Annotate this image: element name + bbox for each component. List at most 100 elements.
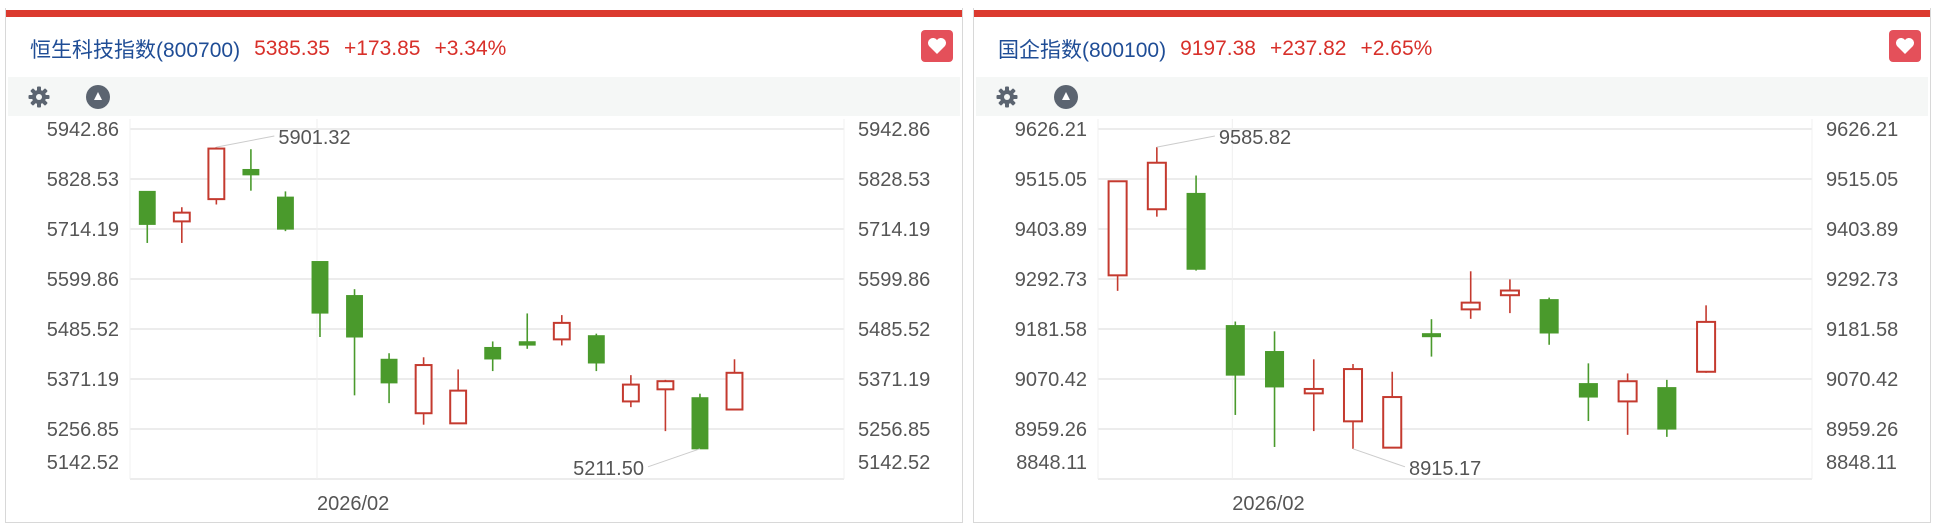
candle[interactable]	[1107, 180, 1128, 291]
candle-body	[587, 335, 605, 364]
candle[interactable]	[346, 289, 363, 396]
high-marker-label: 9585.82	[1219, 127, 1291, 149]
candle-body	[207, 147, 226, 201]
y-tick-label-right: 5256.85	[858, 419, 930, 441]
index-name[interactable]: 国企指数(800100)	[998, 39, 1167, 62]
heart-icon	[928, 38, 946, 54]
candle-body	[449, 389, 468, 425]
triangle-up-circle-icon[interactable]	[1054, 85, 1078, 109]
candle[interactable]	[242, 149, 260, 191]
y-tick-label-left: 5714.19	[47, 219, 119, 241]
candle[interactable]	[1421, 319, 1441, 357]
gear-icon[interactable]	[996, 86, 1018, 108]
candle[interactable]	[1186, 175, 1206, 271]
triangle-up-circle-icon[interactable]	[86, 85, 110, 109]
index-name[interactable]: 恒生科技指数(800700)	[30, 39, 241, 62]
candle[interactable]	[1342, 364, 1364, 449]
y-tick-label-left: 5942.86	[47, 119, 119, 141]
candle-body	[1186, 192, 1206, 270]
y-tick-label-right: 9403.89	[1826, 219, 1898, 241]
high-marker-line	[1156, 135, 1215, 148]
last-price: 9197.38	[1180, 37, 1256, 60]
candle-body	[484, 346, 502, 360]
candle[interactable]	[691, 393, 709, 450]
candle[interactable]	[1657, 379, 1677, 437]
candle-body	[518, 341, 536, 346]
panel-top-bar	[6, 10, 962, 17]
candle-body	[138, 190, 156, 225]
y-tick-label-right: 9626.21	[1826, 119, 1898, 141]
panel-top-bar	[974, 10, 1930, 17]
y-tick-label-right: 9292.73	[1826, 269, 1898, 291]
candle[interactable]	[311, 261, 329, 338]
candle-body	[1578, 383, 1598, 398]
candle[interactable]	[1460, 271, 1481, 319]
candle[interactable]	[1146, 147, 1167, 217]
candle[interactable]	[1499, 279, 1520, 314]
y-tick-label-right: 9181.58	[1826, 319, 1898, 341]
candle[interactable]	[1382, 371, 1403, 449]
quote-header: 恒生科技指数(800700) 5385.35 +173.85 +3.34%	[30, 34, 506, 64]
high-marker-line	[216, 135, 275, 148]
candle[interactable]	[621, 375, 640, 408]
candle-body	[691, 397, 709, 450]
y-tick-label-left: 9181.58	[1015, 319, 1087, 341]
y-tick-label-left: 9515.05	[1015, 169, 1087, 191]
y-tick-label-right: 5485.52	[858, 319, 930, 341]
candle-body	[621, 383, 640, 403]
candle-body	[1657, 387, 1677, 430]
last-price: 5385.35	[254, 37, 330, 60]
chart-toolbar	[8, 77, 960, 116]
candle[interactable]	[207, 147, 226, 205]
candle[interactable]	[1696, 305, 1717, 373]
candle-body	[172, 211, 191, 223]
y-tick-label-left: 9626.21	[1015, 119, 1087, 141]
favorite-button[interactable]	[921, 30, 953, 62]
candle[interactable]	[380, 353, 398, 404]
candle[interactable]	[1303, 359, 1324, 432]
candle-body	[380, 358, 398, 384]
candle-body	[1696, 320, 1717, 373]
low-marker-label: 8915.17	[1409, 458, 1481, 480]
y-tick-label-left: 5599.86	[47, 269, 119, 291]
candle-body	[1421, 333, 1441, 338]
candlestick-chart: 5942.86 5942.86 5828.53 5828.53 5714.19 5714.…	[47, 119, 930, 515]
candle[interactable]	[1225, 321, 1245, 415]
candle[interactable]	[552, 315, 571, 346]
candle[interactable]	[1578, 363, 1598, 422]
candle[interactable]	[484, 341, 502, 372]
candle[interactable]	[656, 379, 675, 432]
candle[interactable]	[1617, 373, 1638, 435]
y-tick-label-right: 5599.86	[858, 269, 930, 291]
y-tick-label-left: 9292.73	[1015, 269, 1087, 291]
candle-body	[242, 168, 260, 176]
candle[interactable]	[1539, 297, 1559, 345]
candle-body	[1617, 380, 1638, 403]
price-change: +173.85	[343, 37, 421, 60]
candle-body	[1225, 325, 1245, 376]
y-tick-label-left: 5256.85	[47, 419, 119, 441]
candle[interactable]	[138, 190, 156, 243]
candle[interactable]	[1265, 331, 1285, 447]
y-tick-label-right: 5714.19	[858, 219, 930, 241]
favorite-button[interactable]	[1889, 30, 1921, 62]
y-tick-label-left: 5485.52	[47, 319, 119, 341]
x-tick-label: 2026/02	[317, 493, 389, 515]
y-tick-label-right: 8848.11	[1826, 452, 1897, 474]
y-tick-label-left: 5142.52	[47, 452, 119, 474]
candle-body	[346, 295, 363, 338]
candle[interactable]	[449, 369, 468, 425]
candle[interactable]	[276, 191, 294, 232]
candle-body	[1460, 301, 1481, 311]
candle[interactable]	[725, 359, 744, 411]
y-tick-label-right: 9515.05	[1826, 169, 1898, 191]
candle[interactable]	[414, 357, 433, 425]
candle[interactable]	[587, 333, 605, 372]
heart-icon	[1896, 38, 1914, 54]
gear-icon[interactable]	[28, 86, 50, 108]
candle-body	[1499, 289, 1520, 297]
candle-body	[1342, 368, 1364, 423]
candle[interactable]	[172, 207, 191, 243]
candle[interactable]	[518, 313, 536, 349]
candle-body	[1539, 299, 1559, 334]
